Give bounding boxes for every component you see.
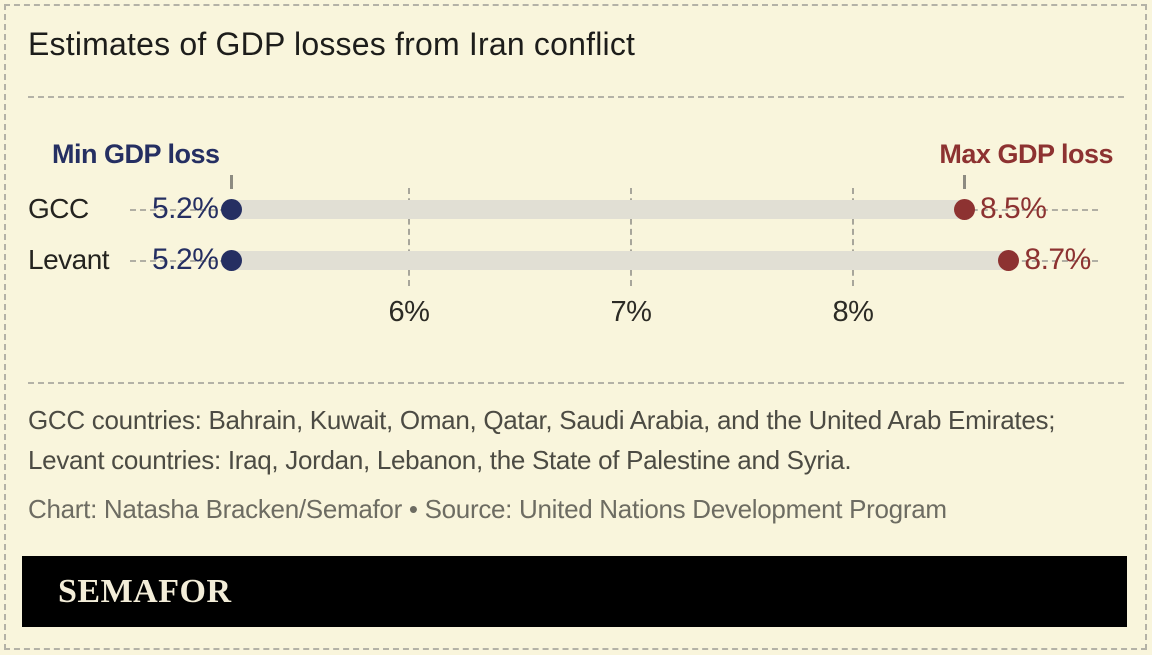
range-band-gcc [231, 200, 964, 219]
chart-title: Estimates of GDP losses from Iran confli… [28, 26, 636, 62]
credit-source-line: Chart: Natasha Bracken/Semafor • Source:… [28, 494, 947, 524]
max-dot-levant [997, 250, 1019, 271]
semafor-wordmark: SEMAFOR [58, 572, 232, 610]
footnote-text: GCC countries: Bahrain, Kuwait, Oman, Qa… [28, 405, 1056, 475]
card-dashed-border [4, 4, 1147, 650]
legend-min-gdp-loss: Min GDP loss [52, 139, 220, 169]
min-legend-tick [230, 175, 234, 189]
x-gridline-6% [408, 188, 410, 286]
min-value-label: 5.2% [152, 191, 219, 225]
range-band-levant [231, 251, 1009, 270]
category-label-levant: Levant [28, 243, 110, 275]
min-value-label: 5.2% [152, 242, 219, 276]
x-axis-tick-label: 8% [832, 296, 874, 328]
category-label-gcc: GCC [28, 192, 89, 224]
divider-above-footnote [28, 382, 1124, 384]
min-dot-levant [220, 250, 242, 271]
max-value-label: 8.7% [1024, 242, 1091, 276]
divider-under-title [28, 96, 1124, 98]
legend-max-gdp-loss: Max GDP loss [939, 139, 1113, 169]
max-value-label: 8.5% [980, 191, 1047, 225]
x-gridline-7% [630, 188, 632, 286]
max-dot-gcc [953, 199, 975, 220]
x-gridline-8% [852, 188, 854, 286]
x-axis-tick-label: 7% [610, 296, 652, 328]
semafor-logo-bar: SEMAFOR [22, 556, 1127, 627]
x-axis-tick-label: 6% [388, 296, 430, 328]
min-dot-gcc [220, 199, 242, 220]
max-legend-tick [963, 175, 966, 189]
